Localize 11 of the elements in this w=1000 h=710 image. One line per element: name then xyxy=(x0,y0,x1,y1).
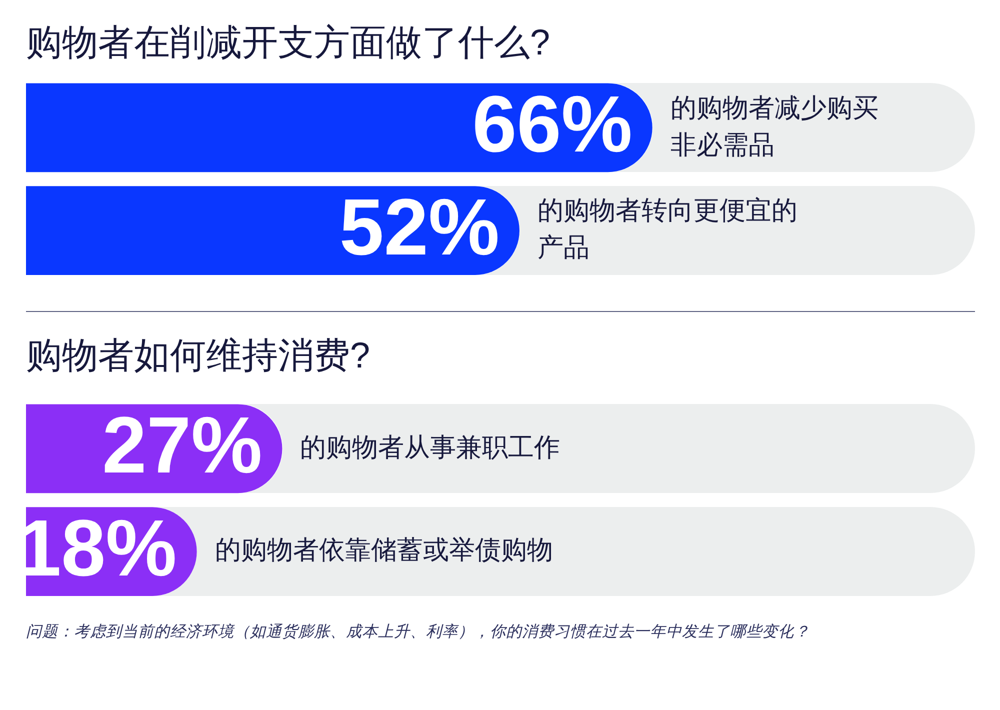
text: 问题：考虑到当前的经济环境（如通货膨胀、成本上升、利率），你的消费习惯在过去一年中发生了哪些变化？ xyxy=(26,622,810,640)
chart-title: 购物者如何维持消费? xyxy=(26,334,370,376)
y-tick-label: 的购物者依靠储蓄或举债购物 xyxy=(214,534,553,565)
data-label: 18% xyxy=(16,504,177,593)
y-tick-label: 的购物者减少购买非必需品 xyxy=(670,92,878,160)
data-label: 66% xyxy=(472,80,632,169)
data-label: 52% xyxy=(339,182,500,272)
y-tick-label: 的购物者转向更便宜的产品 xyxy=(537,195,798,262)
y-tick-label: 的购物者从事兼职工作 xyxy=(300,432,560,462)
data-label: 27% xyxy=(102,400,262,490)
chart-title: 购物者在削减开支方面做了什么? xyxy=(26,22,550,63)
